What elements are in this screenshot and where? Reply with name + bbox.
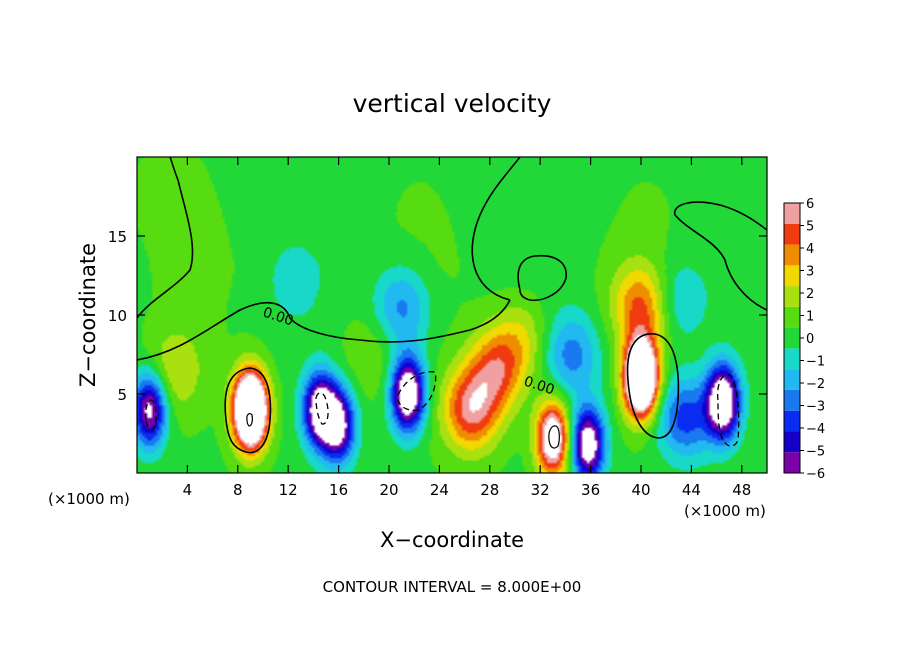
x-axis-ticks: 4 8 12 16 20 24 28 32 36 40 44 48 [183,157,751,499]
colorbar-label: 5 [806,220,814,235]
colorbar-swatch [784,389,800,411]
colorbar-swatch [784,369,800,390]
colorbar-swatch [784,327,800,349]
x-axis-label: X−coordinate [380,528,524,552]
colorbar-label: 2 [806,287,814,302]
x-unit-label-left: (×1000 m) [48,490,130,508]
x-tick-label: 40 [631,481,650,499]
warm-core-contour-8 [224,367,272,454]
zero-contour-upper-middle [471,157,521,301]
y-axis-label: Z−coordinate [76,243,100,387]
colorbar-swatch [784,203,800,224]
zero-contour-left [137,157,194,319]
x-tick-label: 36 [581,481,600,499]
colorbar-swatch [784,452,800,473]
colorbar-label: −5 [806,445,825,460]
colorbar-label: 3 [806,265,814,280]
y-tick-label: 10 [108,307,127,325]
x-tick-label: 32 [531,481,550,499]
colorbar-label: −3 [806,400,825,415]
colorbar-swatch [784,431,800,453]
colorbar-label: −1 [806,355,825,370]
colorbar-label: 6 [806,197,814,212]
colorbar-swatch [784,410,800,432]
colorbar-label: 4 [806,242,814,257]
colorbar-swatch [784,286,800,307]
colorbar-label: −2 [806,377,825,392]
colorbar-swatch [784,244,800,266]
x-tick-label: 12 [279,481,298,499]
contour-lines [137,157,767,454]
x-tick-label: 20 [379,481,398,499]
contour-interval-note: CONTOUR INTERVAL = 8.000E+00 [323,578,582,596]
colorbar: 6 5 4 3 2 1 0 −1 −2 −3 −4 −5 −6 [783,197,825,482]
x-unit-label-right: (×1000 m) [684,502,766,520]
x-tick-label: 44 [682,481,701,499]
warm-core-contour-8b [246,413,253,427]
colorbar-swatch [784,223,800,245]
cold-core-contour-14 [315,392,329,425]
y-tick-label: 5 [117,386,127,404]
plot-area: 0.00 0.00 [136,156,768,474]
x-tick-label: 28 [480,481,499,499]
chart-title: vertical velocity [353,89,552,118]
zero-contour-lower [137,299,511,361]
y-axis-ticks: 5 10 15 [108,228,767,404]
cold-core-contour-1 [144,399,157,431]
colorbar-label: 0 [806,332,814,347]
cold-core-contour-46 [716,373,740,447]
cold-core-contour-20 [397,371,437,411]
zero-contour-upper-right [674,201,767,311]
x-tick-label: 48 [732,481,751,499]
y-tick-label: 15 [108,228,127,246]
x-tick-label: 16 [329,481,348,499]
colorbar-label: −4 [806,422,825,437]
colorbar-label: −6 [806,467,825,482]
x-tick-label: 8 [233,481,243,499]
warm-core-contour-32 [548,425,560,449]
colorbar-swatch [784,348,800,370]
zero-contour-pocket [517,254,567,302]
x-tick-label: 4 [183,481,193,499]
warm-core-contour-40 [626,333,680,439]
colorbar-swatch [784,265,800,287]
colorbar-label: 1 [806,310,814,325]
velocity-field [137,157,767,473]
x-tick-label: 24 [430,481,449,499]
colorbar-swatch [784,306,800,328]
